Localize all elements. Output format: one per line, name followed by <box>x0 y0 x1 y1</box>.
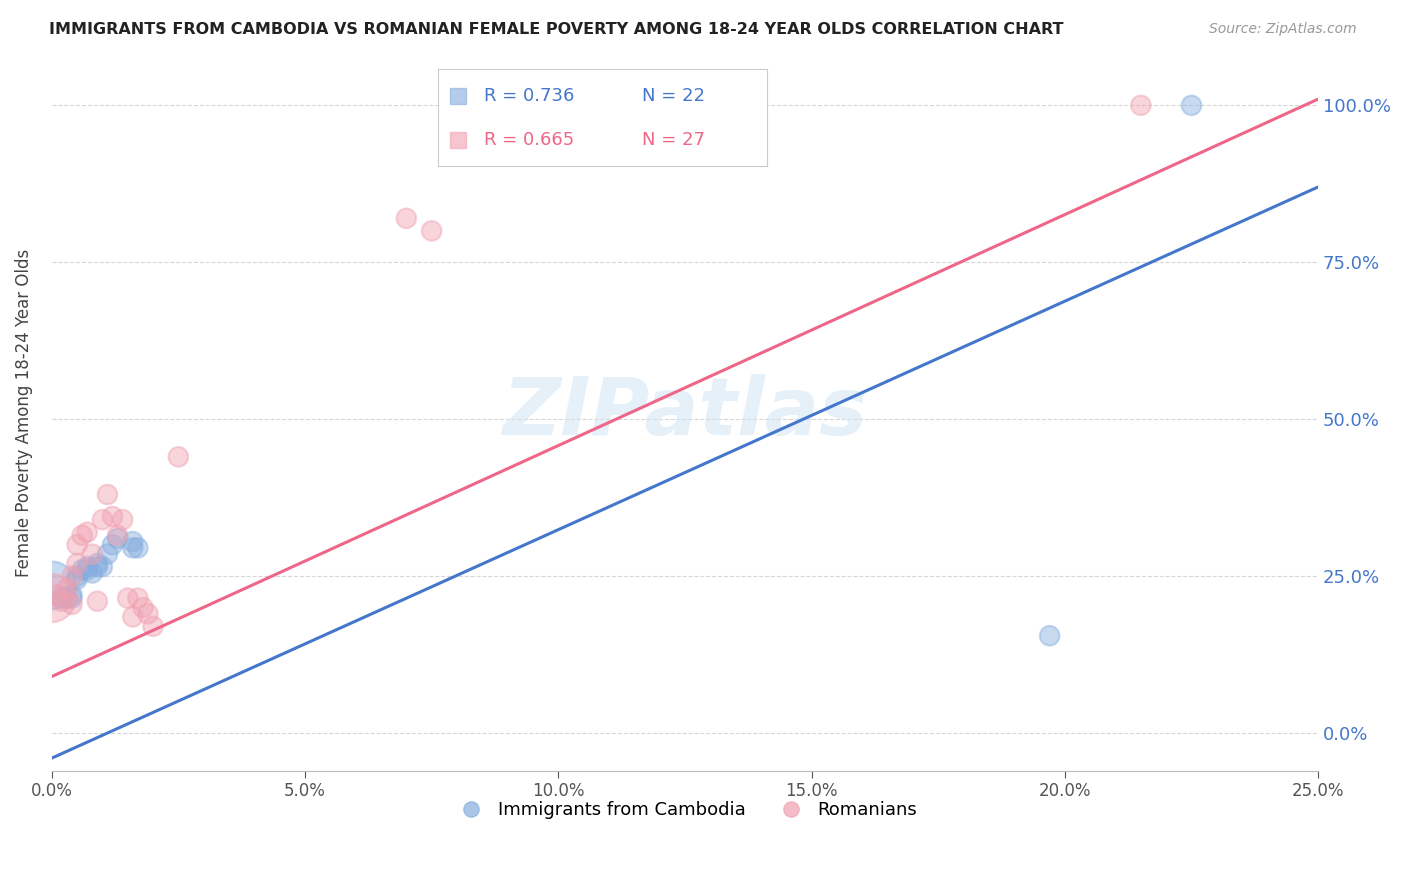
Point <box>1180 98 1202 112</box>
Point <box>96 547 118 561</box>
Text: ZIPatlas: ZIPatlas <box>502 374 868 452</box>
Point <box>91 513 114 527</box>
Point <box>41 578 63 592</box>
Point <box>70 528 93 542</box>
Point <box>167 450 190 464</box>
Point <box>86 559 108 574</box>
Point <box>86 594 108 608</box>
Point <box>51 594 73 608</box>
Point <box>76 559 98 574</box>
Point <box>60 598 83 612</box>
Point <box>96 487 118 501</box>
Point <box>111 513 134 527</box>
Point <box>56 582 79 596</box>
Point <box>121 610 143 624</box>
Point <box>82 566 104 580</box>
Point <box>1039 629 1062 643</box>
Point <box>45 588 67 602</box>
Text: Source: ZipAtlas.com: Source: ZipAtlas.com <box>1209 22 1357 37</box>
Point <box>66 557 89 571</box>
Point <box>107 528 129 542</box>
Point <box>420 224 443 238</box>
Point <box>395 211 418 226</box>
Point <box>121 541 143 555</box>
Point <box>101 509 124 524</box>
Point <box>127 541 149 555</box>
Point <box>51 591 73 605</box>
Point <box>76 563 98 577</box>
Text: IMMIGRANTS FROM CAMBODIA VS ROMANIAN FEMALE POVERTY AMONG 18-24 YEAR OLDS CORREL: IMMIGRANTS FROM CAMBODIA VS ROMANIAN FEM… <box>49 22 1064 37</box>
Point <box>101 538 124 552</box>
Point <box>60 569 83 583</box>
Point <box>136 607 159 621</box>
Point <box>60 591 83 605</box>
Point <box>66 538 89 552</box>
Point <box>66 569 89 583</box>
Point <box>142 619 165 633</box>
Point <box>121 534 143 549</box>
Point <box>1129 98 1152 112</box>
Point <box>60 588 83 602</box>
Point <box>41 591 63 605</box>
Point <box>70 563 93 577</box>
Point <box>127 591 149 605</box>
Point <box>76 525 98 540</box>
Y-axis label: Female Poverty Among 18-24 Year Olds: Female Poverty Among 18-24 Year Olds <box>15 249 32 577</box>
Point <box>66 572 89 586</box>
Legend: Immigrants from Cambodia, Romanians: Immigrants from Cambodia, Romanians <box>446 794 925 826</box>
Point <box>107 532 129 546</box>
Point <box>91 559 114 574</box>
Point <box>86 557 108 571</box>
Point <box>117 591 139 605</box>
Point <box>82 547 104 561</box>
Point <box>56 591 79 605</box>
Point <box>132 600 155 615</box>
